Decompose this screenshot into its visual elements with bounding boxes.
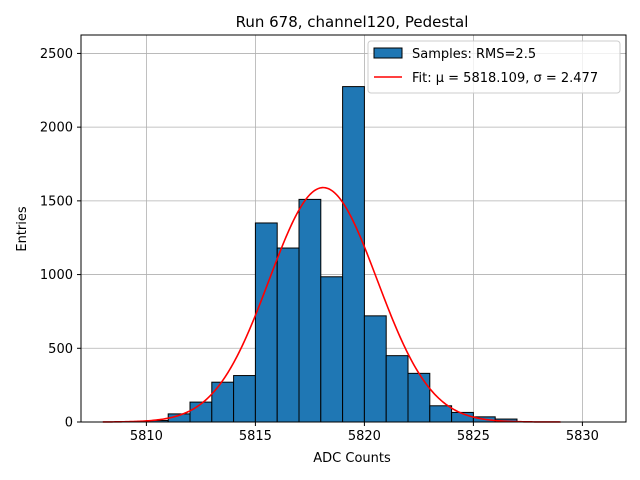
- y-axis-label: Entries: [15, 206, 30, 252]
- x-tick-label: 5820: [348, 429, 381, 444]
- fit-curve-group: [102, 186, 561, 423]
- histogram-bar: [342, 86, 365, 423]
- x-tick-label: 5810: [130, 429, 163, 444]
- histogram-bar: [385, 355, 409, 423]
- y-tick-label: 2000: [40, 121, 73, 136]
- histogram-bar: [363, 315, 387, 423]
- histogram-bar: [254, 222, 278, 423]
- x-tick-label: 5815: [239, 429, 272, 444]
- histogram-bar: [233, 375, 256, 423]
- legend-fit-label: Fit: μ = 5818.109, σ = 2.477: [412, 71, 598, 86]
- histogram-bar: [298, 198, 322, 423]
- legend: Samples: RMS=2.5 Fit: μ = 5818.109, σ = …: [367, 40, 621, 94]
- x-axis-ticks: 5810 5815 5820 5825 5830: [130, 422, 599, 444]
- legend-samples-label: Samples: RMS=2.5: [412, 47, 536, 62]
- x-tick-label: 5830: [566, 429, 599, 444]
- y-tick-label: 500: [48, 342, 73, 357]
- x-tick-label: 5825: [457, 429, 490, 444]
- plot-frame: [80, 34, 627, 423]
- histogram-bar: [320, 276, 344, 423]
- histogram-bar: [429, 405, 453, 423]
- fit-curve: [102, 186, 561, 423]
- y-axis-ticks: 0 500 1000 1500 2000 2500: [40, 47, 81, 431]
- y-tick-label: 2500: [40, 47, 73, 62]
- histogram-bar: [189, 401, 213, 423]
- chart-title: Run 678, channel120, Pedestal: [236, 13, 469, 31]
- y-tick-label: 1000: [40, 268, 73, 283]
- legend-box: [367, 40, 621, 94]
- legend-samples-swatch: [373, 47, 403, 59]
- x-axis-label: ADC Counts: [313, 451, 391, 466]
- histogram-bars: [145, 86, 518, 423]
- y-tick-label: 0: [65, 416, 73, 431]
- histogram-bar: [211, 381, 235, 423]
- histogram-bar: [276, 247, 300, 423]
- histogram-bar: [407, 372, 431, 423]
- y-tick-label: 1500: [40, 194, 73, 209]
